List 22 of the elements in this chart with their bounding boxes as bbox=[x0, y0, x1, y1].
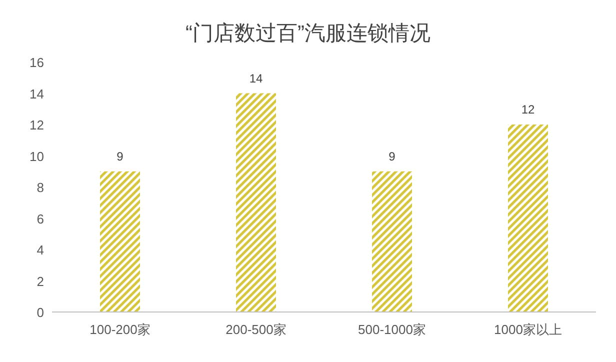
y-tick-label: 16 bbox=[30, 55, 44, 70]
data-label: 14 bbox=[249, 71, 263, 86]
y-tick-label: 10 bbox=[30, 148, 44, 164]
bar bbox=[100, 171, 140, 312]
data-label: 9 bbox=[388, 149, 396, 164]
bar bbox=[372, 171, 412, 312]
data-label: 9 bbox=[116, 149, 124, 164]
x-tick-label: 1000家以上 bbox=[494, 322, 562, 337]
chart-title: “门店数过百”汽服连锁情况 bbox=[186, 22, 430, 45]
y-tick-label: 12 bbox=[30, 118, 44, 132]
y-tick-label: 6 bbox=[36, 211, 44, 226]
y-tick-label: 4 bbox=[36, 242, 44, 258]
x-tick-label: 200-500家 bbox=[226, 322, 286, 337]
bar bbox=[508, 124, 548, 312]
y-tick-label: 8 bbox=[36, 180, 44, 195]
y-tick-label: 0 bbox=[36, 305, 44, 320]
y-tick-label: 14 bbox=[30, 86, 44, 102]
x-tick-label: 100-200家 bbox=[90, 322, 150, 337]
y-tick-label: 2 bbox=[36, 274, 44, 289]
x-tick-label: 500-1000家 bbox=[358, 322, 426, 337]
bar bbox=[236, 93, 276, 312]
data-label: 12 bbox=[521, 102, 535, 116]
